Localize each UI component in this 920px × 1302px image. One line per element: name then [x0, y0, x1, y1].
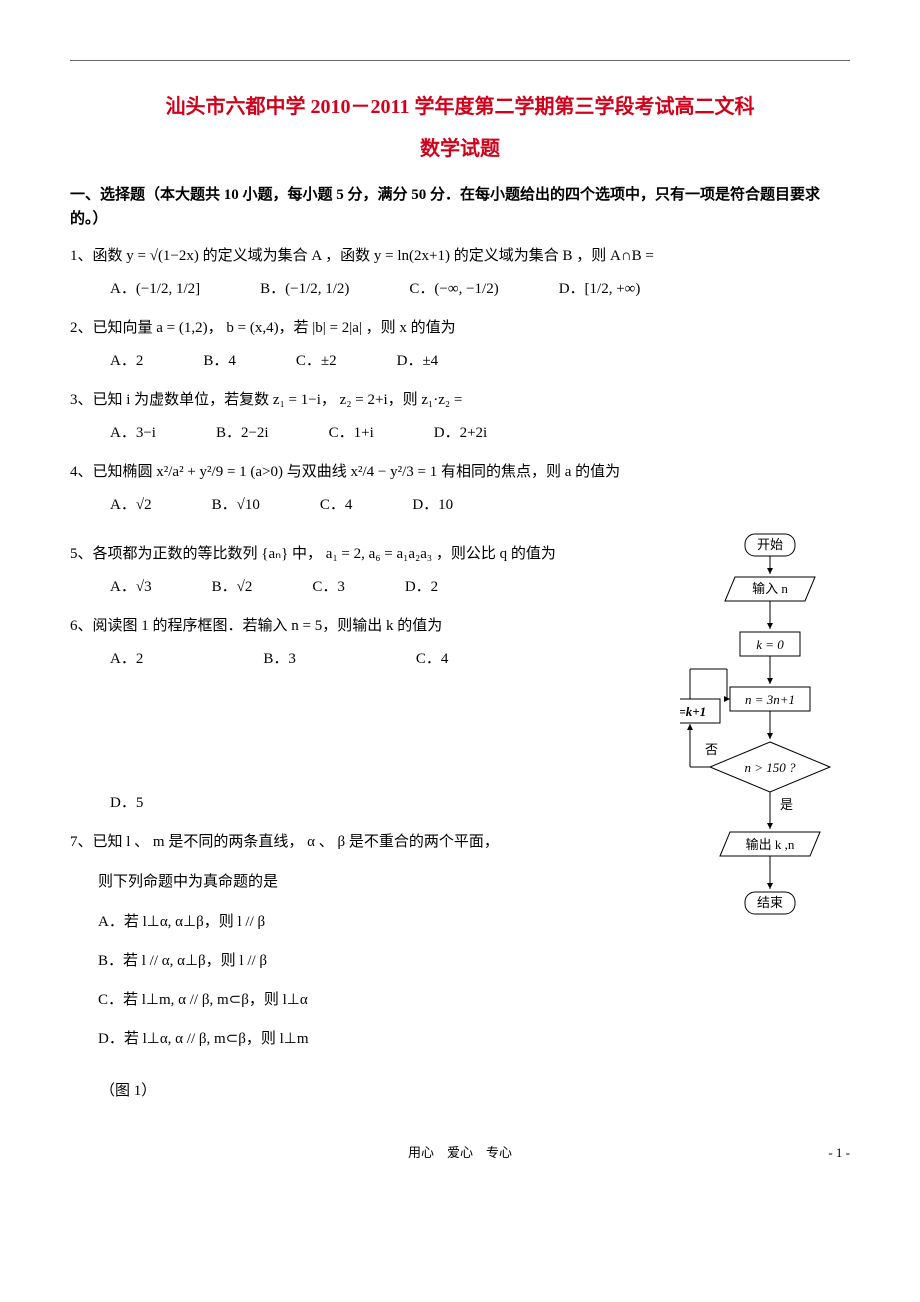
question-1: 1、函数 y = √(1−2x) 的定义域为集合 A ，函数 y = ln(2x…: [70, 241, 850, 271]
content-row: 5、各项都为正数的等比数列 {aₙ} 中， a₁ = 2, a₆ = a₁a₂a…: [70, 529, 850, 1103]
fc-cond: n > 150 ?: [744, 760, 796, 775]
q7-opt-d: D．若 l⊥α, α // β, m⊂β，则 l⊥m: [98, 1020, 670, 1059]
flowchart-svg: 开始 输入 n k = 0 n = 3n+1 n > 150 ? 否: [680, 529, 850, 999]
question-4: 4、已知椭圆 x²/a² + y²/9 = 1 (a>0) 与双曲线 x²/4 …: [70, 457, 850, 487]
q1-opt-a: A．(−1/2, 1/2]: [110, 277, 200, 301]
question-7: 7、已知 l 、 m 是不同的两条直线， α 、 β 是不重合的两个平面，: [70, 827, 670, 857]
fc-end: 结束: [757, 895, 783, 910]
fc-init: k = 0: [756, 637, 784, 652]
question-3-options: A．3−i B．2−2i C．1+i D．2+2i: [110, 421, 850, 445]
question-5-options: A．√3 B．√2 C．3 D．2: [110, 575, 670, 599]
title-line-2: 数学试题: [70, 133, 850, 165]
q6-opt-b: B．3: [263, 647, 296, 671]
fc-start: 开始: [757, 537, 783, 552]
q6-opt-c: C．4: [416, 647, 449, 671]
q5-opt-c: C．3: [312, 575, 345, 599]
fc-inc: k=k+1: [680, 704, 706, 719]
q2-opt-d: D．±4: [397, 349, 439, 373]
q2-opt-b: B．4: [203, 349, 236, 373]
fc-yes-label: 是: [780, 797, 793, 812]
page: 汕头市六都中学 2010－2011 学年度第二学期第三学段考试高二文科 数学试题…: [0, 0, 920, 1194]
q5-opt-a: A．√3: [110, 575, 152, 599]
question-2: 2、已知向量 a = (1,2)， b = (x,4)，若 |b| = 2|a|…: [70, 313, 850, 343]
q3-opt-d: D．2+2i: [434, 421, 487, 445]
q3-opt-b: B．2−2i: [216, 421, 269, 445]
q7-opt-a: A．若 l⊥α, α⊥β，则 l // β: [98, 903, 670, 942]
q6-opt-a: A．2: [110, 647, 143, 671]
question-3: 3、已知 i 为虚数单位，若复数 z₁ = 1−i， z₂ = 2+i，则 z₁…: [70, 385, 850, 415]
question-4-options: A．√2 B．√10 C．4 D．10: [110, 493, 850, 517]
q4-opt-b: B．√10: [212, 493, 260, 517]
title-line-1: 汕头市六都中学 2010－2011 学年度第二学期第三学段考试高二文科: [70, 91, 850, 123]
q2-opt-c: C．±2: [296, 349, 337, 373]
fc-input: 输入 n: [752, 581, 788, 596]
section-header: 一、选择题（本大题共 10 小题，每小题 5 分，满分 50 分．在每小题给出的…: [70, 183, 850, 231]
fc-step: n = 3n+1: [745, 692, 795, 707]
question-1-options: A．(−1/2, 1/2] B．(−1/2, 1/2) C．(−∞, −1/2)…: [110, 277, 850, 301]
q1-opt-b: B．(−1/2, 1/2): [260, 277, 349, 301]
left-column: 5、各项都为正数的等比数列 {aₙ} 中， a₁ = 2, a₆ = a₁a₂a…: [70, 529, 670, 1103]
fc-no-label: 否: [705, 742, 718, 757]
question-7-options: A．若 l⊥α, α⊥β，则 l // β B．若 l // α, α⊥β，则 …: [98, 903, 670, 1059]
page-footer: 用心 爱心 专心 - 1 -: [70, 1143, 850, 1164]
figure-1-label: （图 1）: [100, 1079, 670, 1103]
q4-opt-d: D．10: [412, 493, 453, 517]
q2-opt-a: A．2: [110, 349, 143, 373]
page-number: - 1 -: [828, 1143, 850, 1164]
q4-opt-a: A．√2: [110, 493, 152, 517]
fc-output: 输出 k ,n: [746, 837, 795, 852]
q7-opt-b: B．若 l // α, α⊥β，则 l // β: [98, 942, 670, 981]
q5-opt-d: D．2: [405, 575, 438, 599]
q4-opt-c: C．4: [320, 493, 353, 517]
q1-opt-d: D．[1/2, +∞): [559, 277, 641, 301]
q6-opt-d: D．5: [110, 791, 143, 815]
question-6: 6、阅读图 1 的程序框图．若输入 n = 5，则输出 k 的值为: [70, 611, 670, 641]
footer-motto: 用心 爱心 专心: [408, 1145, 512, 1160]
top-rule: [70, 60, 850, 61]
q7-opt-c: C．若 l⊥m, α // β, m⊂β，则 l⊥α: [98, 981, 670, 1020]
q5-opt-b: B．√2: [212, 575, 253, 599]
question-2-options: A．2 B．4 C．±2 D．±4: [110, 349, 850, 373]
flowchart-figure-1: 开始 输入 n k = 0 n = 3n+1 n > 150 ? 否: [680, 529, 850, 1007]
question-7-line2: 则下列命题中为真命题的是: [98, 867, 670, 897]
q3-opt-c: C．1+i: [329, 421, 374, 445]
q1-opt-c: C．(−∞, −1/2): [409, 277, 498, 301]
question-6-options: A．2 B．3 C．4 D．5: [110, 647, 510, 815]
question-5: 5、各项都为正数的等比数列 {aₙ} 中， a₁ = 2, a₆ = a₁a₂a…: [70, 539, 670, 569]
q3-opt-a: A．3−i: [110, 421, 156, 445]
